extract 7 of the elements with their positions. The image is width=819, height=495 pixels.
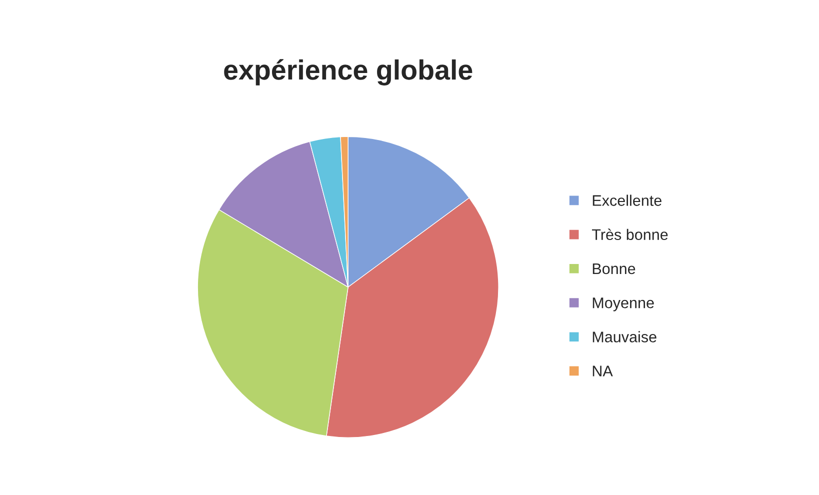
legend-label: Très bonne bbox=[592, 228, 668, 240]
legend-label: Moyenne bbox=[592, 298, 654, 312]
legend-label: Bonne bbox=[592, 263, 636, 274]
legend-label: Excellente bbox=[592, 194, 662, 206]
legend-label: NA bbox=[592, 366, 613, 376]
legend-label: Mauvaise bbox=[592, 331, 656, 342]
chart-title: expérience globale bbox=[224, 59, 472, 86]
